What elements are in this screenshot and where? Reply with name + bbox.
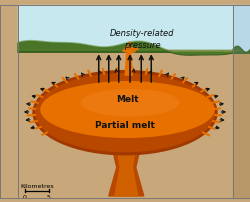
Ellipse shape <box>80 89 180 117</box>
Polygon shape <box>18 6 233 50</box>
Text: Density-related
pressure: Density-related pressure <box>110 29 175 49</box>
Polygon shape <box>232 6 250 55</box>
Text: Partial melt: Partial melt <box>95 120 155 129</box>
Ellipse shape <box>40 82 215 138</box>
Text: Melt: Melt <box>116 95 139 104</box>
Text: 0: 0 <box>23 194 27 199</box>
Polygon shape <box>18 50 233 198</box>
Polygon shape <box>232 55 250 198</box>
Polygon shape <box>115 149 138 196</box>
Polygon shape <box>109 149 144 196</box>
Polygon shape <box>123 47 138 53</box>
Polygon shape <box>125 52 132 76</box>
Ellipse shape <box>35 74 215 153</box>
Text: 5: 5 <box>47 194 51 199</box>
Text: Kilometres: Kilometres <box>20 183 54 188</box>
Ellipse shape <box>32 70 218 156</box>
